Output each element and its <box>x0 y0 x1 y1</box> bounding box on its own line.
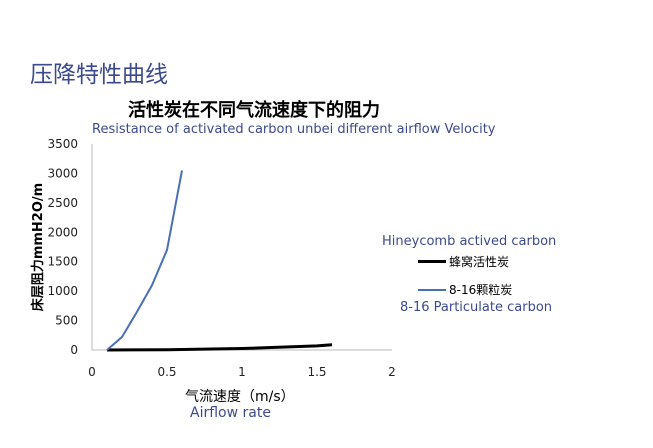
chart-subtitle: Resistance of activated carbon unbei dif… <box>92 122 496 137</box>
legend-swatch <box>418 288 446 291</box>
legend-label: 蜂窝活性炭 <box>449 255 510 269</box>
x-tick-label: 1.5 <box>307 365 326 379</box>
y-tick-label: 3000 <box>47 166 78 180</box>
y-tick-label: 500 <box>55 314 78 328</box>
page-title: 压降特性曲线 <box>30 62 168 88</box>
x-axis-label: 气流速度（m/s） <box>185 389 295 405</box>
x-tick-label: 0.5 <box>157 365 176 379</box>
series-line-1 <box>106 170 183 351</box>
series-line-0 <box>106 343 333 352</box>
x-tick-label: 1 <box>238 365 246 379</box>
y-tick-label: 3500 <box>47 137 78 151</box>
y-tick-label: 1000 <box>47 284 78 298</box>
x-axis-label-en: Airflow rate <box>190 405 271 421</box>
x-tick-label: 0 <box>88 365 96 379</box>
legend-item-particulate: 8-16颗粒炭 <box>418 281 512 298</box>
legend-label: 8-16颗粒炭 <box>449 283 513 297</box>
y-tick-label: 1500 <box>47 255 78 269</box>
legend-label-en-particulate: 8-16 Particulate carbon <box>400 300 553 315</box>
legend-item-honeycomb: 蜂窝活性炭 <box>418 253 509 270</box>
x-tick-label: 2 <box>388 365 396 379</box>
y-tick-label: 0 <box>70 343 78 357</box>
legend-swatch <box>418 260 446 263</box>
y-axis-label: 床层阻力mmH2O/m <box>30 183 46 311</box>
legend-label-en-honeycomb: Hineycomb actived carbon <box>382 234 557 249</box>
y-tick-label: 2000 <box>47 225 78 239</box>
chart-title: 活性炭在不同气流速度下的阻力 <box>128 100 380 121</box>
y-tick-label: 2500 <box>47 196 78 210</box>
